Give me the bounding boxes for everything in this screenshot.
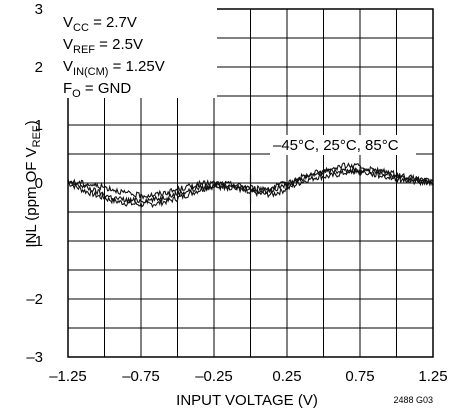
- x-tick-label: –0.75: [122, 368, 160, 385]
- condition-vin-cm: VIN(CM) = 1.25V: [63, 58, 165, 78]
- series-annotation-background: [270, 135, 416, 155]
- x-tick-label: –1.25: [49, 368, 87, 385]
- series-annotation: –45°C, 25°C, 85°C: [273, 137, 399, 154]
- y-tick-label: 1: [35, 117, 43, 134]
- x-axis-title: INPUT VOLTAGE (V): [176, 392, 318, 409]
- conditions-box: VCC = 2.7V VREF = 2.5V VIN(CM) = 1.25V F…: [59, 6, 217, 100]
- grid: [68, 9, 433, 357]
- x-tick-label: 0.75: [345, 368, 374, 385]
- condition-vcc: VCC = 2.7V: [63, 14, 137, 34]
- series-group: [67, 162, 434, 209]
- x-tick-label: 1.25: [418, 368, 447, 385]
- y-tick-label: –1: [26, 233, 43, 250]
- y-tick-label: 0: [35, 175, 43, 192]
- condition-fo: FO = GND: [63, 80, 131, 100]
- y-tick-label: 3: [35, 1, 43, 18]
- tick-labels: –3 –2 –1 0 1 2 3 –1.25 –0.75 –0.25 0.25 0.75 1.25: [26, 1, 447, 385]
- y-axis-title: INL (ppm OF VREF): [23, 120, 43, 247]
- y-tick-label: –3: [26, 349, 43, 366]
- x-tick-label: 0.25: [272, 368, 301, 385]
- figure-code: 2488 G03: [393, 395, 433, 405]
- conditions-background: [59, 6, 217, 98]
- condition-vref: VREF = 2.5V: [63, 36, 143, 56]
- y-tick-label: –2: [26, 291, 43, 308]
- y-tick-label: 2: [35, 59, 43, 76]
- x-tick-label: –0.25: [195, 368, 233, 385]
- plot-frame: [67, 8, 434, 358]
